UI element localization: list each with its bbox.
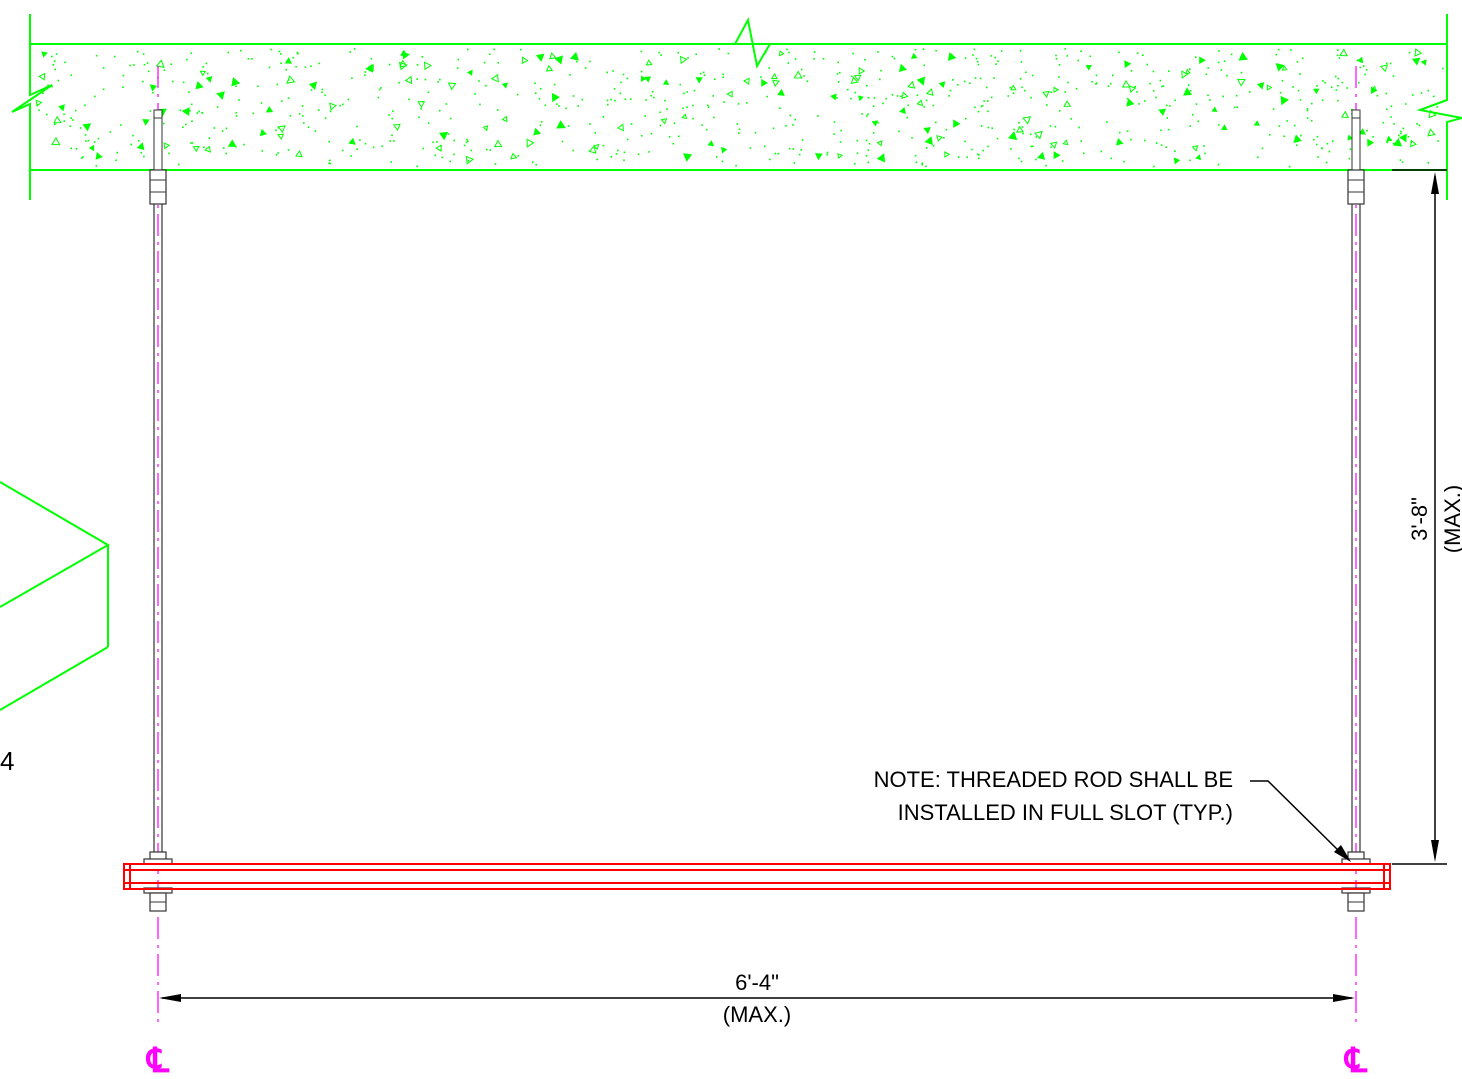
note-line-1: NOTE: THREADED ROD SHALL BE [874,767,1233,792]
width-dimension [159,994,1355,1002]
width-dim-value: 6'-4" [735,970,779,995]
slab-top-break-symbol [734,17,771,69]
height-dim-qualifier: (MAX.) [1440,485,1462,553]
right-centerline-symbol: ℄ [1343,1042,1368,1079]
width-dim-qualifier: (MAX.) [723,1002,791,1027]
left-threaded-rod [143,109,173,912]
isometric-block-partial [0,481,110,711]
left-centerline-symbol: ℄ [145,1042,170,1079]
concrete-slab [11,14,1462,200]
centerlines [157,66,1357,1028]
slab-right-break-line [1416,14,1462,200]
note-leader-arrow [1334,845,1351,862]
strut-channel [123,863,1391,890]
width-arrow-right [1333,994,1355,1002]
width-arrow-left [159,994,181,1002]
height-arrow-bottom [1431,840,1439,862]
note-line-2: INSTALLED IN FULL SLOT (TYP.) [898,800,1233,825]
height-arrow-top [1431,172,1439,194]
note-leader [1250,780,1351,862]
partial-label: 4 [0,746,14,776]
left-anchor-nut [149,169,167,205]
height-dimension [1392,169,1447,865]
concrete-aggregate-hatch [35,48,1444,168]
right-anchor-nut [1347,169,1365,205]
slab-left-break-line [11,14,53,200]
height-dim-value: 3'-8" [1407,497,1432,541]
